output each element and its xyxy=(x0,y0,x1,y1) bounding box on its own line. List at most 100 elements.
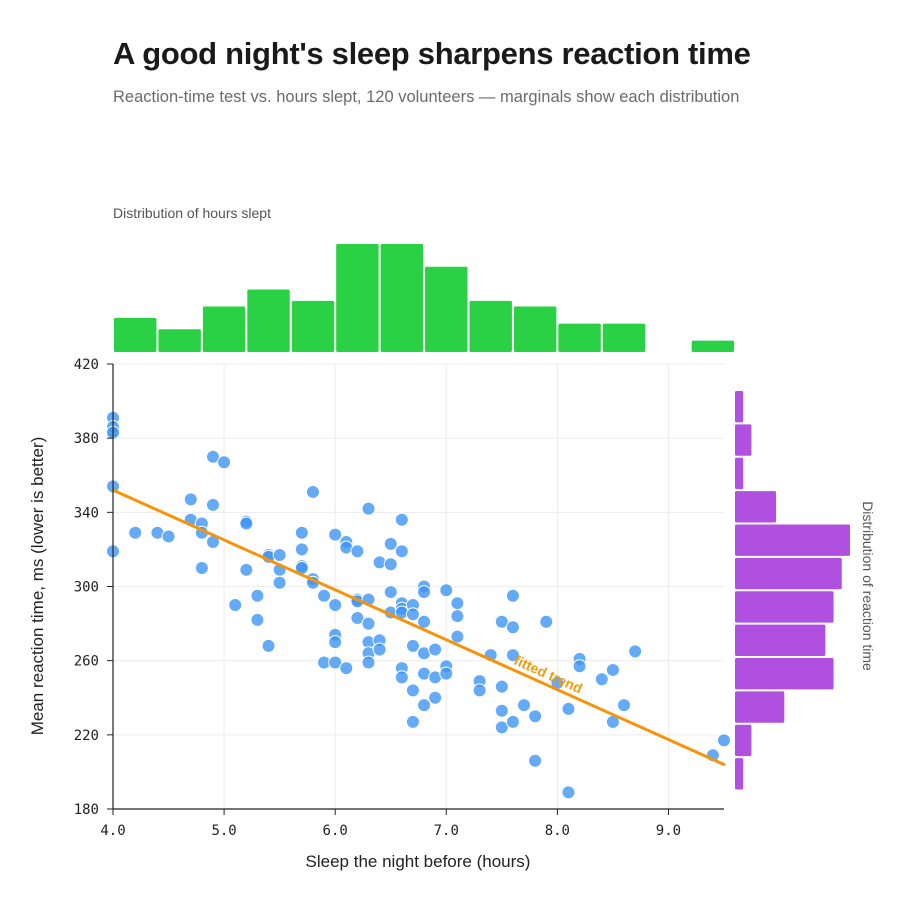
y-tick-label: 260 xyxy=(74,654,99,670)
data-point xyxy=(350,544,365,559)
x-tick-label: 7.0 xyxy=(434,823,459,839)
data-point xyxy=(505,648,520,663)
hist-y-bar xyxy=(735,591,834,623)
x-tick-label: 6.0 xyxy=(323,823,348,839)
data-point xyxy=(528,753,543,768)
hist-y-bar xyxy=(735,491,777,523)
data-point xyxy=(239,562,254,577)
data-point xyxy=(383,585,398,600)
data-point xyxy=(594,672,609,687)
data-point xyxy=(250,588,265,603)
hist-x-bar xyxy=(291,300,335,352)
hist-y-bar xyxy=(735,557,842,590)
data-point xyxy=(505,714,520,729)
data-point xyxy=(328,655,343,670)
y-tick-label: 420 xyxy=(74,357,99,373)
trend-line xyxy=(111,488,726,766)
data-point xyxy=(450,609,465,624)
data-point xyxy=(194,560,209,575)
data-point xyxy=(539,614,554,629)
data-point xyxy=(205,449,220,464)
hist-x-bar xyxy=(691,340,735,352)
data-point xyxy=(372,642,387,657)
data-point xyxy=(428,642,443,657)
data-point xyxy=(350,611,365,626)
data-point xyxy=(317,588,332,603)
data-point xyxy=(450,596,465,611)
data-point xyxy=(261,638,276,653)
y-axis-label: Mean reaction time, ms (lower is better) xyxy=(28,437,47,736)
hist-x-bar xyxy=(114,317,157,352)
chart-title: A good night's sleep sharpens reaction t… xyxy=(113,36,751,71)
data-point xyxy=(405,607,420,622)
hist-y-bar xyxy=(735,524,850,556)
data-point xyxy=(228,598,243,613)
data-point xyxy=(328,635,343,650)
y-tick-label: 180 xyxy=(74,802,99,818)
x-tick-label: 5.0 xyxy=(211,823,236,839)
hist-x-bar xyxy=(558,323,601,352)
data-point xyxy=(450,629,465,644)
data-point xyxy=(505,588,520,603)
y-marginal-histogram xyxy=(735,390,850,790)
hist-y-bar xyxy=(735,758,744,790)
hist-x-bar xyxy=(380,244,424,352)
hist-x-bar xyxy=(336,244,379,352)
data-point xyxy=(472,683,487,698)
hist-y-bar xyxy=(735,724,752,757)
data-point xyxy=(250,612,265,627)
data-point xyxy=(439,583,454,598)
data-point xyxy=(128,525,143,540)
data-point xyxy=(272,575,287,590)
hist-y-bar xyxy=(735,457,744,490)
data-point xyxy=(494,614,509,629)
data-point xyxy=(294,542,309,557)
hist-x-bar xyxy=(202,306,246,352)
x-axis-label: Sleep the night before (hours) xyxy=(306,852,531,871)
data-point xyxy=(361,655,376,670)
data-point xyxy=(394,544,409,559)
data-point xyxy=(239,516,254,531)
x-tick-label: 8.0 xyxy=(545,823,570,839)
data-point xyxy=(272,547,287,562)
scatter-points xyxy=(106,410,731,800)
chart-subtitle: Reaction-time test vs. hours slept, 120 … xyxy=(113,88,740,106)
hist-y-bar xyxy=(735,691,785,723)
data-point xyxy=(394,512,409,527)
data-point xyxy=(494,720,509,735)
y-tick-label: 340 xyxy=(74,505,99,521)
data-point xyxy=(405,638,420,653)
axes: 4.0 5.0 6.0 7.0 8.0 9.0 180 220 260 300 340 380 420 xyxy=(74,357,724,839)
data-point xyxy=(561,785,576,800)
data-point xyxy=(305,484,320,499)
hist-x-bar xyxy=(513,306,557,352)
hist-y-bar xyxy=(735,424,752,456)
hist-x-bar xyxy=(469,300,512,352)
data-point xyxy=(494,703,509,718)
x-tick-label: 4.0 xyxy=(100,823,125,839)
data-point xyxy=(161,529,176,544)
data-point xyxy=(405,714,420,729)
data-point xyxy=(383,557,398,572)
x-tick-label: 9.0 xyxy=(656,823,681,839)
y-tick-label: 380 xyxy=(74,431,99,447)
hist-y-bar xyxy=(735,624,826,656)
data-point xyxy=(572,659,587,674)
data-point xyxy=(517,698,532,713)
data-point xyxy=(417,698,432,713)
y-marginal-label: Distribution of reaction time xyxy=(860,501,876,671)
data-point xyxy=(605,662,620,677)
hist-x-bar xyxy=(158,329,201,352)
data-point xyxy=(361,616,376,631)
data-point xyxy=(628,644,643,659)
data-point xyxy=(417,585,432,600)
x-marginal-label: Distribution of hours slept xyxy=(113,205,271,221)
y-tick-label: 220 xyxy=(74,728,99,744)
data-point xyxy=(217,455,232,470)
data-point xyxy=(505,620,520,635)
data-point xyxy=(561,701,576,716)
hist-x-bar xyxy=(602,323,646,352)
hist-y-bar xyxy=(735,390,744,423)
data-point xyxy=(405,683,420,698)
data-point xyxy=(528,709,543,724)
